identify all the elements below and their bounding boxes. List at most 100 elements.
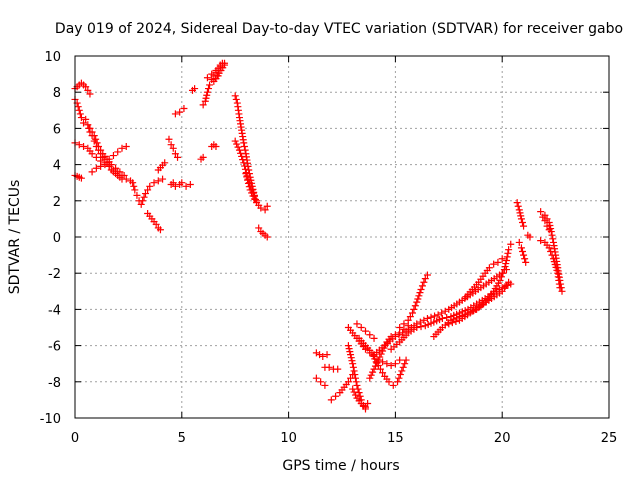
data-point <box>131 186 139 194</box>
data-point <box>547 225 555 233</box>
data-point <box>383 360 391 368</box>
data-point <box>516 209 524 217</box>
data-point <box>502 257 510 265</box>
data-point <box>234 143 242 151</box>
data-point <box>349 363 357 371</box>
x-tick-label: 10 <box>280 431 297 446</box>
data-point <box>214 72 222 80</box>
data-point <box>394 378 402 386</box>
series-arc22 <box>312 349 331 360</box>
data-point <box>263 202 271 210</box>
series-arc8 <box>144 209 164 234</box>
data-point <box>370 334 378 342</box>
data-point <box>75 106 83 114</box>
data-point <box>389 381 397 389</box>
data-point <box>245 183 253 191</box>
data-point <box>496 276 504 284</box>
y-axis-ticks: -10 -8 -6 -4 -2 0 2 4 6 8 10 <box>40 50 609 427</box>
data-point <box>235 146 243 154</box>
data-point <box>395 331 403 339</box>
data-point <box>240 139 248 147</box>
data-point <box>246 186 254 194</box>
data-point <box>203 88 211 96</box>
y-tick-label: 2 <box>53 195 61 210</box>
data-point <box>352 378 360 386</box>
data-point <box>543 215 551 223</box>
series-arc38 <box>513 199 528 230</box>
data-point <box>249 192 257 200</box>
data-point <box>423 271 431 279</box>
y-tick-label: -6 <box>48 340 61 355</box>
x-axis-ticks: 0 5 10 15 20 25 <box>71 56 617 446</box>
data-point <box>385 378 393 386</box>
data-point <box>244 179 252 187</box>
data-markers <box>71 59 566 413</box>
data-point <box>348 357 356 365</box>
y-tick-label: -4 <box>48 303 61 318</box>
data-point <box>171 182 179 190</box>
data-point <box>206 81 214 89</box>
data-point <box>316 351 324 359</box>
data-point <box>80 143 88 150</box>
x-tick-label: 20 <box>494 431 511 446</box>
data-point <box>93 139 101 147</box>
data-point <box>434 311 442 319</box>
series-arc39 <box>515 238 530 266</box>
data-point <box>332 392 340 400</box>
data-point <box>399 363 407 371</box>
data-point <box>366 331 374 339</box>
data-point <box>505 246 513 254</box>
data-point <box>406 313 414 321</box>
data-point <box>90 132 98 140</box>
x-tick-label: 0 <box>71 431 79 446</box>
data-point <box>201 97 209 105</box>
data-point <box>517 244 525 252</box>
data-point <box>165 135 173 143</box>
y-tick-label: 6 <box>53 122 61 137</box>
data-point <box>556 284 564 292</box>
data-point <box>547 228 555 236</box>
series-arc10 <box>167 179 194 190</box>
data-point <box>521 255 529 263</box>
data-point <box>137 200 145 208</box>
data-point <box>537 208 545 216</box>
data-point <box>240 143 248 150</box>
series-arc34 <box>396 271 431 331</box>
data-point <box>545 219 553 227</box>
x-axis-label: GPS time / hours <box>282 458 399 474</box>
data-point <box>513 199 521 207</box>
data-point <box>118 144 126 152</box>
data-point <box>420 316 428 324</box>
data-point <box>367 371 375 379</box>
data-point <box>546 222 554 230</box>
data-point <box>122 175 130 183</box>
data-point <box>203 91 211 99</box>
data-point <box>441 307 449 315</box>
data-point <box>427 313 435 321</box>
data-point <box>398 367 406 375</box>
data-point <box>180 104 188 112</box>
data-point <box>344 378 352 386</box>
series-arc11 <box>165 135 182 161</box>
series-arc5 <box>88 143 130 176</box>
data-point <box>548 251 556 259</box>
series-arc37 <box>462 255 506 301</box>
data-point <box>312 374 320 382</box>
data-point <box>171 110 179 118</box>
data-point <box>452 317 460 325</box>
data-point <box>438 309 446 317</box>
data-point <box>317 378 325 386</box>
data-point <box>76 110 84 118</box>
series-arc40 <box>524 231 534 241</box>
y-tick-label: -10 <box>40 412 61 427</box>
data-point <box>541 211 549 219</box>
data-point <box>150 179 158 187</box>
data-point <box>325 363 333 371</box>
data-point <box>312 349 320 357</box>
data-point <box>243 173 251 181</box>
data-point <box>347 351 355 359</box>
data-point <box>369 352 377 360</box>
data-point <box>129 179 137 187</box>
data-point <box>77 174 85 182</box>
data-point <box>109 152 117 160</box>
